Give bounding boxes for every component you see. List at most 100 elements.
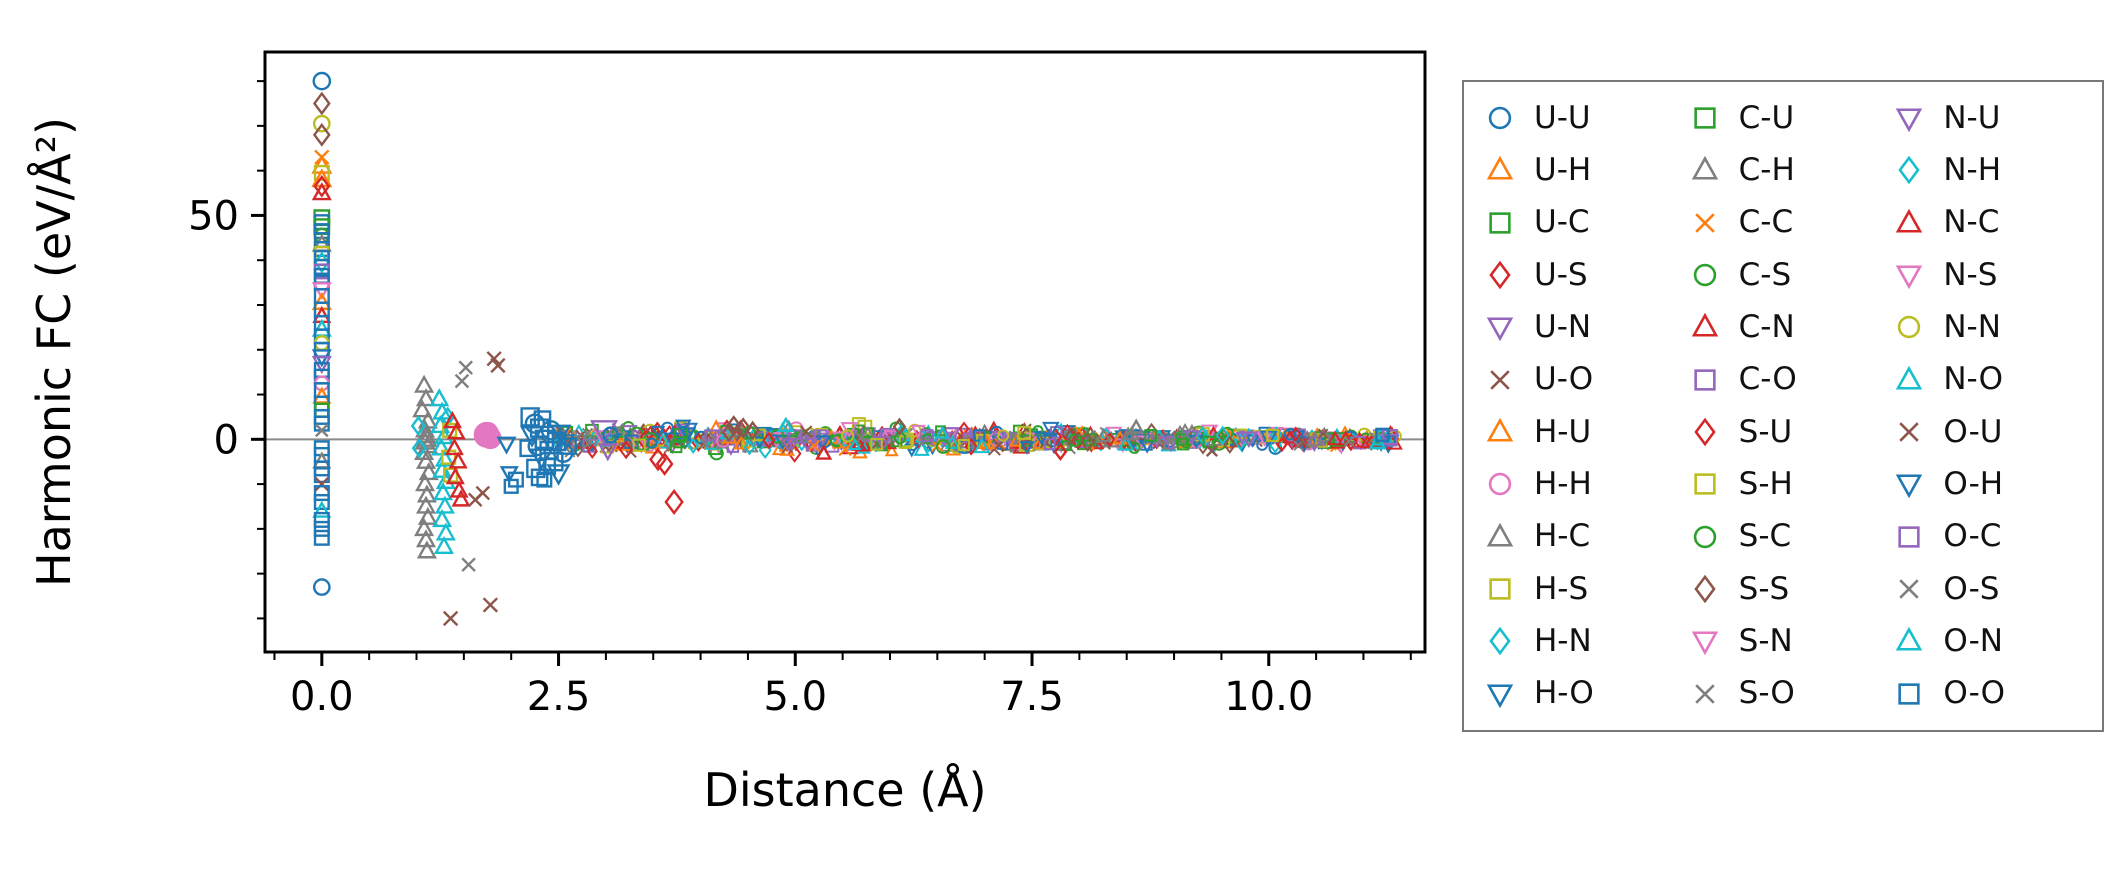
legend-entry-s-c: S-C: [1685, 511, 1882, 563]
legend-label: U-C: [1534, 204, 1590, 241]
legend-entry-n-h: N-H: [1889, 144, 2086, 196]
legend-label: U-N: [1534, 308, 1592, 345]
legend-label: C-O: [1738, 361, 1797, 398]
triangle-up-marker-icon: [1486, 156, 1514, 181]
legend-label: C-S: [1738, 256, 1792, 293]
circle-marker-icon: [1693, 263, 1716, 287]
square-marker-icon: [1694, 369, 1716, 391]
legend-label: S-N: [1738, 622, 1793, 659]
legend-label: H-N: [1534, 622, 1592, 659]
legend-label: C-H: [1738, 151, 1795, 188]
scatter-points: [311, 71, 1403, 627]
y-axis-label: Harmonic FC (eV/Å²): [27, 117, 81, 587]
legend-label: N-S: [1943, 256, 1998, 293]
legend-entry-u-u: U-U: [1480, 92, 1677, 144]
legend-entry-s-s: S-S: [1685, 563, 1882, 615]
legend-entry-n-u: N-U: [1889, 92, 2086, 144]
legend-label: C-U: [1738, 99, 1795, 136]
legend-label: H-U: [1534, 413, 1592, 450]
legend: U-U U-H U-C U-S U-N U-O H-U H-H H-C H-S H-N H-O C-U C…: [1462, 80, 2104, 732]
x-marker-icon: [1899, 422, 1920, 442]
legend-label: U-S: [1534, 256, 1588, 293]
circle-marker-icon: [1488, 106, 1512, 130]
legend-label: S-C: [1738, 518, 1792, 555]
triangle-up-marker-icon: [1691, 313, 1718, 338]
x-marker-icon: [1694, 213, 1715, 233]
triangle-up-marker-icon: [1486, 417, 1514, 442]
x-marker-icon: [1490, 370, 1510, 390]
legend-entry-c-o: C-O: [1685, 354, 1882, 406]
legend-label: N-O: [1943, 361, 2003, 398]
legend-entry-n-s: N-S: [1889, 249, 2086, 301]
x-marker-icon: [1899, 579, 1920, 599]
legend-entry-c-n: C-N: [1685, 301, 1882, 353]
legend-label: O-S: [1943, 570, 2000, 607]
legend-entry-c-u: C-U: [1685, 92, 1882, 144]
x-marker-icon: [1694, 684, 1715, 704]
x-tick-label: 5.0: [763, 674, 827, 720]
legend-entry-c-h: C-H: [1685, 144, 1882, 196]
legend-entry-h-s: H-S: [1480, 563, 1677, 615]
x-tick-label: 2.5: [527, 674, 591, 720]
circle-marker-icon: [1693, 525, 1716, 549]
x-tick-label: 7.5: [1000, 674, 1064, 720]
legend-label: H-C: [1534, 518, 1591, 555]
legend-entry-s-n: S-N: [1685, 615, 1882, 667]
legend-label: N-C: [1943, 204, 2000, 241]
square-marker-icon: [1694, 107, 1716, 129]
x-tick-label: 0.0: [290, 674, 354, 720]
legend-entry-o-h: O-H: [1889, 458, 2086, 510]
y-tick-label: 50: [188, 193, 239, 239]
legend-entry-n-n: N-N: [1889, 301, 2086, 353]
legend-label: O-H: [1943, 465, 2004, 502]
x-tick-label: 10.0: [1224, 674, 1313, 720]
legend-entry-o-o: O-O: [1889, 668, 2086, 720]
legend-entry-o-c: O-C: [1889, 511, 2086, 563]
square-marker-icon: [1489, 578, 1511, 600]
legend-label: O-U: [1943, 413, 2003, 450]
diamond-marker-icon: [1694, 417, 1716, 447]
axes: 0.0 2.5 5.0 7.5 10.0 0 50: [188, 50, 1427, 720]
legend-entry-h-c: H-C: [1480, 511, 1677, 563]
legend-label: O-O: [1943, 675, 2006, 712]
circle-marker-icon: [1898, 316, 1921, 339]
legend-label: U-U: [1534, 99, 1591, 136]
x-axis-label: Distance (Å): [703, 763, 986, 817]
legend-label: U-O: [1534, 361, 1594, 398]
legend-entry-u-s: U-S: [1480, 249, 1677, 301]
legend-entry-u-n: U-N: [1480, 301, 1677, 353]
triangle-up-marker-icon: [1896, 365, 1923, 390]
triangle-down-marker-icon: [1896, 108, 1923, 133]
legend-entry-s-h: S-H: [1685, 458, 1882, 510]
square-marker-icon: [1898, 526, 1920, 548]
legend-label: U-H: [1534, 151, 1592, 188]
legend-label: N-N: [1943, 308, 2001, 345]
legend-entry-s-u: S-U: [1685, 406, 1882, 458]
legend-label: S-H: [1738, 465, 1793, 502]
legend-label: S-S: [1738, 570, 1790, 607]
y-tick-label: 0: [214, 417, 239, 463]
diamond-marker-icon: [1489, 627, 1511, 656]
legend-entry-h-u: H-U: [1480, 406, 1677, 458]
legend-label: H-H: [1534, 465, 1592, 502]
legend-entry-n-o: N-O: [1889, 354, 2086, 406]
triangle-up-marker-icon: [1896, 627, 1923, 652]
legend-label: N-U: [1943, 99, 2001, 136]
legend-label: O-C: [1943, 518, 2002, 555]
legend-entry-o-n: O-N: [1889, 615, 2086, 667]
legend-entry-u-o: U-O: [1480, 354, 1677, 406]
legend-entry-s-o: S-O: [1685, 668, 1882, 720]
square-marker-icon: [1898, 683, 1920, 705]
legend-label: S-O: [1738, 675, 1795, 712]
triangle-up-marker-icon: [1486, 522, 1514, 547]
legend-entry-c-c: C-C: [1685, 197, 1882, 249]
legend-entry-o-u: O-U: [1889, 406, 2086, 458]
legend-entry-h-o: H-O: [1480, 668, 1677, 720]
triangle-down-marker-icon: [1896, 474, 1923, 499]
triangle-down-marker-icon: [1896, 265, 1923, 290]
legend-entry-u-h: U-H: [1480, 144, 1677, 196]
diamond-marker-icon: [1694, 574, 1716, 604]
triangle-down-marker-icon: [1486, 684, 1514, 709]
